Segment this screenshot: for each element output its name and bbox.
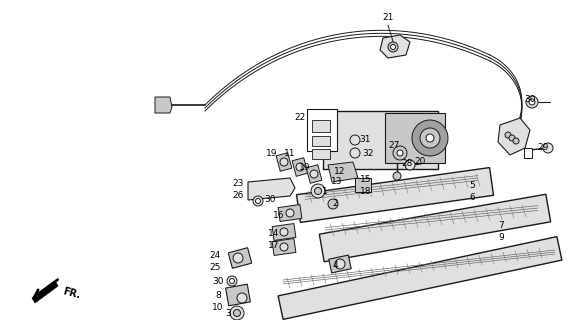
Polygon shape: [498, 118, 530, 155]
Circle shape: [234, 309, 241, 316]
Circle shape: [256, 198, 260, 204]
Polygon shape: [272, 224, 296, 240]
Circle shape: [350, 135, 360, 145]
Text: 27: 27: [388, 140, 400, 149]
Text: 5: 5: [469, 180, 475, 189]
Bar: [355, 178, 371, 192]
Circle shape: [420, 128, 440, 148]
Circle shape: [526, 96, 538, 108]
Circle shape: [543, 143, 553, 153]
Text: 8: 8: [215, 291, 221, 300]
Circle shape: [280, 243, 288, 251]
Text: 19: 19: [299, 163, 311, 172]
Text: 2: 2: [332, 199, 338, 209]
Text: 15: 15: [360, 174, 372, 183]
Text: 18: 18: [360, 187, 372, 196]
Circle shape: [388, 42, 398, 52]
Text: 30: 30: [524, 95, 536, 105]
Bar: [312, 120, 330, 132]
Polygon shape: [380, 35, 410, 58]
Text: 20: 20: [414, 157, 426, 166]
Polygon shape: [228, 248, 252, 268]
Circle shape: [311, 184, 325, 198]
Circle shape: [513, 138, 519, 144]
Polygon shape: [32, 281, 58, 303]
Circle shape: [397, 150, 403, 156]
Text: 4: 4: [332, 261, 338, 270]
Text: 29: 29: [537, 143, 549, 153]
Circle shape: [412, 120, 448, 156]
Text: 1: 1: [322, 187, 328, 196]
Text: 19: 19: [266, 149, 278, 158]
Text: 25: 25: [209, 262, 220, 271]
Polygon shape: [155, 97, 172, 113]
Polygon shape: [307, 109, 337, 151]
Text: 32: 32: [362, 148, 374, 157]
Circle shape: [335, 259, 345, 269]
Text: 23: 23: [233, 180, 243, 188]
Circle shape: [253, 196, 263, 206]
Circle shape: [426, 134, 434, 142]
Text: 28: 28: [402, 158, 413, 167]
Text: 13: 13: [331, 178, 343, 187]
Text: 30: 30: [264, 195, 276, 204]
Text: 16: 16: [273, 212, 285, 220]
Polygon shape: [226, 284, 250, 306]
Circle shape: [237, 293, 247, 303]
Text: 17: 17: [268, 241, 280, 250]
Circle shape: [314, 188, 321, 195]
Text: 7: 7: [498, 221, 504, 230]
Text: 3: 3: [225, 308, 231, 317]
Circle shape: [286, 209, 294, 217]
Polygon shape: [329, 255, 351, 273]
Circle shape: [391, 44, 395, 50]
Text: 9: 9: [498, 234, 504, 243]
Polygon shape: [276, 153, 292, 171]
Text: 26: 26: [233, 191, 243, 201]
Circle shape: [505, 132, 511, 138]
Polygon shape: [306, 165, 322, 183]
Text: 6: 6: [469, 193, 475, 202]
Circle shape: [310, 170, 318, 178]
Circle shape: [509, 135, 515, 141]
Circle shape: [230, 278, 234, 284]
Polygon shape: [248, 178, 295, 200]
Bar: [312, 149, 330, 159]
Polygon shape: [328, 162, 358, 182]
Polygon shape: [272, 238, 296, 255]
Circle shape: [227, 276, 237, 286]
Circle shape: [328, 199, 338, 209]
Circle shape: [405, 160, 415, 170]
Polygon shape: [278, 204, 302, 221]
Polygon shape: [385, 113, 445, 163]
Circle shape: [393, 172, 401, 180]
Polygon shape: [319, 194, 550, 262]
Text: 31: 31: [359, 135, 371, 145]
Circle shape: [233, 253, 243, 263]
Circle shape: [529, 99, 535, 105]
Text: 10: 10: [212, 302, 224, 311]
Polygon shape: [292, 158, 308, 176]
Circle shape: [230, 306, 244, 320]
Circle shape: [350, 148, 360, 158]
Text: 11: 11: [284, 149, 296, 158]
Text: 14: 14: [268, 228, 280, 237]
Text: 22: 22: [294, 114, 306, 123]
Text: 30: 30: [212, 277, 224, 286]
Circle shape: [393, 146, 407, 160]
Polygon shape: [297, 168, 493, 222]
Circle shape: [280, 228, 288, 236]
Bar: [312, 136, 330, 146]
Text: 12: 12: [334, 167, 346, 177]
Circle shape: [296, 163, 304, 171]
Text: 24: 24: [209, 251, 220, 260]
Text: FR.: FR.: [62, 286, 82, 300]
Polygon shape: [323, 111, 437, 169]
Text: 21: 21: [383, 13, 394, 22]
Polygon shape: [278, 236, 562, 319]
Bar: [524, 148, 532, 158]
Circle shape: [280, 158, 288, 166]
